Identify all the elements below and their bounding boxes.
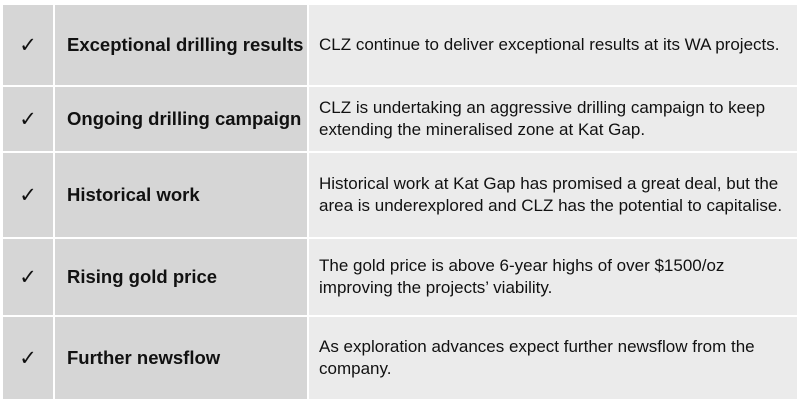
row-title-cell: Ongoing drilling campaign	[55, 87, 309, 151]
check-cell: ✓	[3, 87, 55, 151]
row-description-cell: CLZ is undertaking an aggressive drillin…	[309, 87, 797, 151]
row-description-cell: The gold price is above 6-year highs of …	[309, 239, 797, 315]
check-cell: ✓	[3, 5, 55, 85]
row-description: CLZ continue to deliver exceptional resu…	[319, 35, 780, 55]
table-row: ✓ Exceptional drilling results CLZ conti…	[3, 5, 797, 87]
row-description-cell: As exploration advances expect further n…	[309, 317, 797, 399]
check-cell: ✓	[3, 153, 55, 237]
row-title: Rising gold price	[67, 265, 218, 287]
checkmark-icon: ✓	[19, 106, 37, 131]
table-row: ✓ Historical work Historical work at Kat…	[3, 153, 797, 239]
row-title: Historical work	[67, 183, 200, 205]
row-description: The gold price is above 6-year highs of …	[319, 256, 725, 297]
row-description: Historical work at Kat Gap has promised …	[319, 174, 783, 215]
checkmark-icon: ✓	[19, 182, 37, 207]
check-cell: ✓	[3, 239, 55, 315]
table-row: ✓ Ongoing drilling campaign CLZ is under…	[3, 87, 797, 153]
check-cell: ✓	[3, 317, 55, 399]
row-title: Further newsflow	[67, 346, 221, 368]
row-description: As exploration advances expect further n…	[319, 337, 755, 378]
row-title-cell: Historical work	[55, 153, 309, 237]
table-row: ✓ Rising gold price The gold price is ab…	[3, 239, 797, 317]
row-title: Ongoing drilling campaign	[67, 107, 302, 129]
highlights-table: ✓ Exceptional drilling results CLZ conti…	[3, 3, 797, 401]
checkmark-icon: ✓	[19, 345, 37, 370]
row-description-cell: CLZ continue to deliver exceptional resu…	[309, 5, 797, 85]
row-title: Exceptional drilling results	[67, 33, 304, 55]
row-title-cell: Rising gold price	[55, 239, 309, 315]
row-description: CLZ is undertaking an aggressive drillin…	[319, 98, 766, 139]
checkmark-icon: ✓	[19, 264, 37, 289]
row-title-cell: Further newsflow	[55, 317, 309, 399]
row-description-cell: Historical work at Kat Gap has promised …	[309, 153, 797, 237]
row-title-cell: Exceptional drilling results	[55, 5, 309, 85]
checkmark-icon: ✓	[19, 32, 37, 57]
table-row: ✓ Further newsflow As exploration advanc…	[3, 317, 797, 401]
